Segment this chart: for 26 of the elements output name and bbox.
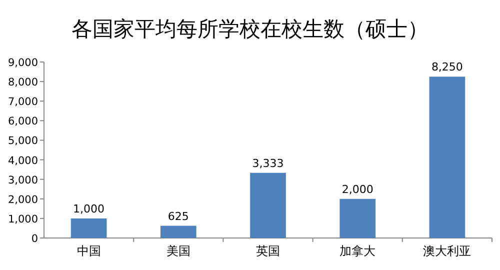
y-tick-label: 0: [31, 233, 38, 245]
y-tick-label: 4,000: [8, 154, 38, 167]
bar: [340, 198, 376, 238]
bar: [160, 226, 196, 238]
bar: [70, 218, 107, 238]
x-tick-label: 英国: [256, 244, 280, 258]
y-tick-label: 6,000: [8, 116, 38, 128]
bar: [429, 76, 466, 238]
y-tick-label: 3,000: [8, 174, 38, 186]
bar: [250, 172, 286, 238]
x-tick-label: 美国: [166, 244, 190, 258]
y-tick-label: 9,000: [8, 57, 38, 69]
y-tick-label: 8,000: [8, 76, 38, 89]
data-label: 1,000: [73, 202, 105, 216]
chart-title: 各国家平均每所学校在校生数（硕士）: [72, 17, 428, 41]
data-label: 625: [168, 210, 189, 223]
x-tick-label: 中国: [76, 244, 101, 258]
data-label: 3,333: [252, 156, 284, 170]
x-tick-label: 加拿大: [340, 244, 376, 258]
y-tick-label: 1,000: [8, 213, 38, 226]
y-tick-label: 5,000: [8, 135, 38, 148]
y-tick-label: 2,000: [8, 194, 38, 206]
data-label: 2,000: [342, 182, 374, 196]
y-tick-label: 7,000: [8, 96, 38, 108]
x-tick-label: 澳大利亚: [423, 244, 472, 258]
data-label: 8,250: [431, 60, 463, 74]
